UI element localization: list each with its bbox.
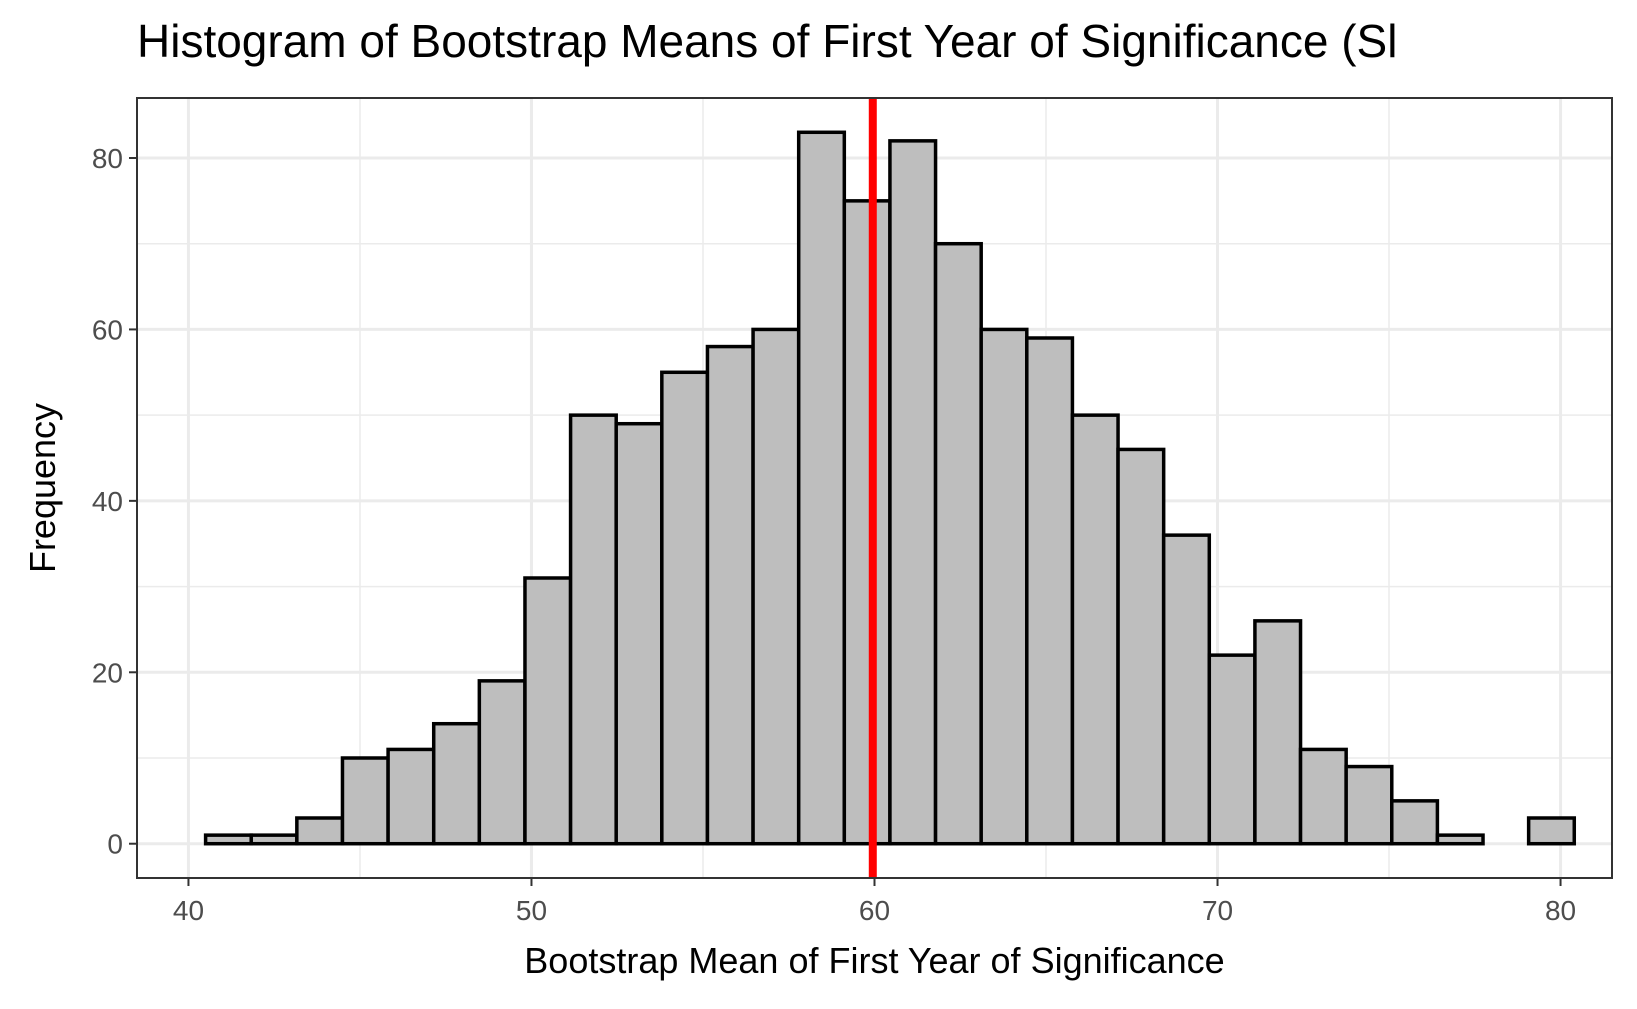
histogram-bar <box>1207 653 1257 846</box>
histogram-bar <box>979 327 1029 846</box>
histogram-bar <box>431 721 482 846</box>
y-tick-label: 20 <box>92 657 123 688</box>
y-tick-label: 40 <box>92 486 123 517</box>
histogram-bar <box>933 241 983 846</box>
histogram-bar <box>796 130 847 846</box>
chart-title: Histogram of Bootstrap Means of First Ye… <box>137 15 1398 67</box>
x-tick-label: 80 <box>1545 895 1576 926</box>
histogram-bar <box>477 679 527 846</box>
histogram-bar <box>1298 747 1348 846</box>
histogram-bar <box>1526 816 1577 846</box>
histogram-bar <box>1344 764 1394 846</box>
histogram-bar <box>295 816 345 846</box>
histogram-bar <box>203 833 253 846</box>
bars-layer <box>203 130 1577 846</box>
y-tick-label: 0 <box>107 829 123 860</box>
histogram-bar <box>386 747 436 846</box>
histogram-bar <box>1390 799 1440 846</box>
histogram-bar <box>1435 833 1485 846</box>
x-tick-label: 70 <box>1202 895 1233 926</box>
histogram-bar <box>660 370 710 846</box>
histogram-bar <box>1116 447 1166 846</box>
x-tick-label: 40 <box>173 895 204 926</box>
y-axis-title: Frequency <box>22 403 63 573</box>
histogram-bar <box>340 756 390 846</box>
x-tick-label: 50 <box>516 895 547 926</box>
x-tick-label: 60 <box>859 895 890 926</box>
histogram-bar <box>1070 413 1120 846</box>
ticks-layer: 40 50 60 70 80 0 20 40 60 80 <box>92 143 1576 926</box>
histogram-bar <box>568 413 618 846</box>
histogram-bar <box>1161 533 1212 846</box>
histogram-bar <box>523 576 573 846</box>
histogram-bar <box>614 421 664 846</box>
y-tick-label: 60 <box>92 314 123 345</box>
histogram-bar <box>888 139 938 846</box>
histogram-bar <box>1025 336 1075 846</box>
histogram-bar <box>705 344 755 846</box>
y-tick-label: 80 <box>92 143 123 174</box>
histogram-bar <box>249 833 299 846</box>
histogram-bar <box>751 327 801 846</box>
x-axis-title: Bootstrap Mean of First Year of Signific… <box>524 940 1224 981</box>
histogram-bar <box>1253 619 1303 846</box>
histogram-bar <box>842 199 892 846</box>
